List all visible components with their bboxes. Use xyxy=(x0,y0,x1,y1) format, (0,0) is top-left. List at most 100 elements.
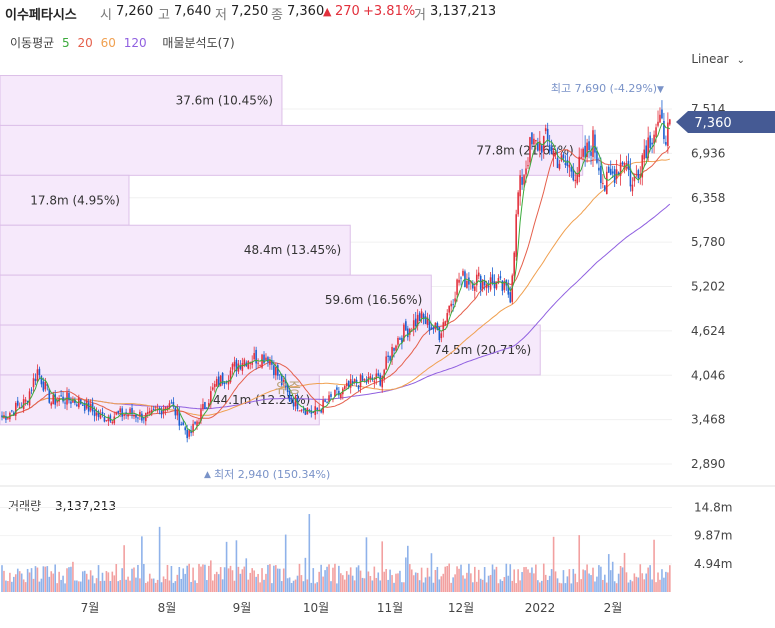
candle-body xyxy=(401,337,403,344)
volume-bar xyxy=(491,564,494,592)
volume-bar xyxy=(641,573,644,592)
candle-body xyxy=(334,389,336,397)
candle-body xyxy=(111,421,114,424)
time-tick-label: 11월 xyxy=(377,601,403,615)
volume-bar xyxy=(22,579,25,592)
volume-bar xyxy=(50,571,53,592)
volume-bar xyxy=(64,583,66,592)
candle-body xyxy=(115,412,118,415)
candle-body xyxy=(269,359,271,365)
volume-bar xyxy=(200,566,202,592)
candle-body xyxy=(219,375,222,387)
candle-body xyxy=(160,410,163,415)
candle-body xyxy=(499,276,502,279)
candle-body xyxy=(485,284,488,289)
candle-body xyxy=(208,402,210,408)
volume-bar xyxy=(466,572,468,592)
volume-bar xyxy=(633,573,636,592)
volume-bar xyxy=(615,583,618,592)
volume-bar xyxy=(225,541,228,592)
volume-bar xyxy=(342,575,344,592)
candle-body xyxy=(105,420,108,422)
volume-bar xyxy=(160,582,163,592)
candle-body xyxy=(651,142,653,145)
volume-bar xyxy=(444,566,447,592)
volume-bar xyxy=(651,579,653,592)
volume-bar xyxy=(499,579,502,592)
volume-bar xyxy=(306,579,309,592)
volume-bar xyxy=(529,572,531,592)
candle-body xyxy=(572,168,575,181)
volume-bar xyxy=(397,573,399,592)
volume-profile-band xyxy=(0,174,130,226)
volume-bar xyxy=(239,573,242,592)
volume-bar xyxy=(310,582,313,592)
ma-period-120[interactable]: 120 xyxy=(123,36,147,50)
candle-body xyxy=(336,387,338,390)
candle-body xyxy=(261,354,263,368)
volume-bar xyxy=(535,564,537,592)
volume-bar xyxy=(198,563,200,592)
candle-body xyxy=(426,317,429,326)
candle-body xyxy=(162,408,165,414)
volume-bar xyxy=(85,573,88,592)
volume-bar xyxy=(442,573,445,592)
candle-body xyxy=(316,407,318,410)
volume-bar xyxy=(210,560,212,592)
volume-bar xyxy=(3,570,5,592)
volume-bar xyxy=(537,580,539,592)
volume-profile-label[interactable]: 매물분석도(7) xyxy=(162,36,235,50)
ma-period-5[interactable]: 5 xyxy=(62,36,70,50)
candle-body xyxy=(389,356,391,361)
volume-bar xyxy=(607,554,610,592)
volume-bar xyxy=(237,566,240,592)
candle-body xyxy=(604,185,606,191)
candle-body xyxy=(539,141,541,151)
volume-profile-label: 17.8m (4.95%) xyxy=(30,193,120,207)
volume-bar xyxy=(405,557,407,592)
volume-bar xyxy=(521,572,523,592)
candle-body xyxy=(204,402,206,409)
volume-bar xyxy=(14,574,17,592)
volume-bar xyxy=(261,568,263,592)
volume-bar xyxy=(584,570,586,592)
volume-bar xyxy=(379,580,382,592)
candle-body xyxy=(584,145,586,158)
volume-bar xyxy=(661,569,663,592)
scale-selector[interactable]: Linear ⌄ xyxy=(691,52,745,66)
volume-bar xyxy=(436,566,439,592)
candle-body xyxy=(194,421,196,424)
volume-bar xyxy=(154,582,157,592)
candle-body xyxy=(273,365,275,376)
candle-body xyxy=(517,192,519,215)
candle-body xyxy=(271,360,273,365)
candle-body xyxy=(607,166,610,173)
candle-body xyxy=(430,327,433,330)
ma-period-20[interactable]: 20 xyxy=(77,36,93,50)
candle-body xyxy=(535,139,537,142)
volume-bar xyxy=(103,580,106,592)
time-tick-label: 10월 xyxy=(303,601,329,615)
volume-bar xyxy=(259,582,261,592)
volume-bar xyxy=(158,526,161,592)
volume-tick-label: 9.87m xyxy=(694,529,732,543)
ma-period-60[interactable]: 60 xyxy=(100,36,116,50)
volume-bar xyxy=(426,567,429,592)
candle-body xyxy=(113,416,116,424)
volume-bar xyxy=(328,564,330,592)
candle-body xyxy=(306,408,309,415)
volume-bar xyxy=(318,571,320,592)
volume-bar xyxy=(336,583,338,592)
volume-bar xyxy=(215,571,218,592)
candle-body xyxy=(300,410,303,412)
volume-bar xyxy=(422,582,425,592)
volume-bar xyxy=(233,580,236,592)
volume-bars xyxy=(1,514,671,592)
candle-body xyxy=(13,412,15,416)
candle-body xyxy=(253,353,255,360)
time-tick-label: 2022 xyxy=(525,601,556,615)
candle-body xyxy=(645,145,647,159)
volume-bar xyxy=(464,578,466,592)
candle-body xyxy=(611,171,614,174)
